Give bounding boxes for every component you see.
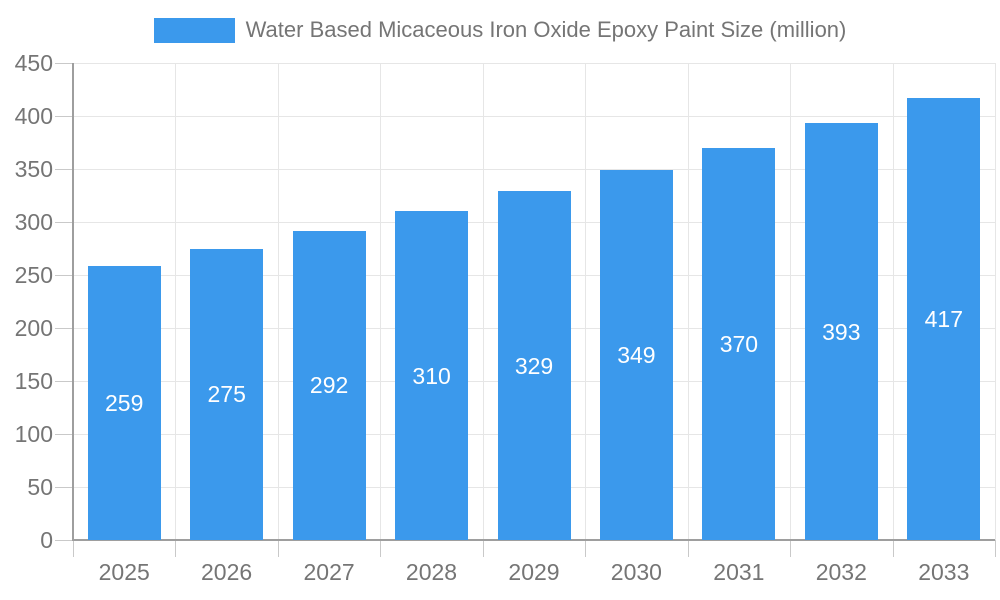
x-axis-tick [73,540,74,557]
x-gridline [278,63,279,540]
x-axis-tick [995,540,996,557]
y-axis-tick-label: 400 [14,103,53,129]
y-axis-tick-label: 0 [40,527,53,553]
bar-value-label: 310 [412,362,451,389]
x-gridline [380,63,381,540]
bar-value-label: 329 [514,352,554,379]
bar-2027[interactable] [292,230,366,540]
x-axis-tick [585,540,586,557]
bar-2032[interactable] [804,123,878,540]
y-axis-tick-label: 350 [14,156,53,182]
x-axis-tick [175,540,176,557]
bar-2026[interactable] [190,248,264,540]
x-axis-line [72,539,995,541]
x-axis-tick-label: 2026 [201,559,253,585]
y-axis-tick-label: 250 [14,262,53,288]
bar-2030[interactable] [599,170,673,540]
y-axis-tick [55,434,73,435]
bar-2029[interactable] [497,191,571,540]
y-axis-tick [55,328,73,329]
bar-2033[interactable] [907,98,981,540]
bar-2025[interactable] [87,265,161,540]
y-axis-tick [55,116,73,117]
bar-value-label: 292 [309,372,349,399]
x-gridline [893,63,894,540]
y-axis-tick-label: 300 [14,209,53,235]
x-axis-tick [380,540,381,557]
x-axis-tick-label: 2025 [98,559,150,585]
x-axis-tick-label: 2027 [303,559,355,585]
y-axis-tick-label: 50 [27,474,53,500]
y-axis-tick [55,540,73,541]
legend-item[interactable]: Water Based Micaceous Iron Oxide Epoxy P… [0,16,1000,44]
x-axis-tick [688,540,689,557]
y-axis-tick-label: 100 [14,421,53,447]
x-gridline [995,63,996,540]
x-axis-tick-label: 2030 [610,559,662,585]
y-axis-line [72,63,74,540]
y-axis-tick-label: 150 [14,368,53,394]
x-axis-tick [483,540,484,557]
x-gridline [688,63,689,540]
y-axis-tick [55,63,73,64]
legend-swatch [153,17,235,43]
y-axis-tick [55,381,73,382]
bar-2028[interactable] [395,211,469,540]
y-gridline [73,169,995,170]
y-axis-tick [55,487,73,488]
y-axis-tick-label: 450 [14,50,53,76]
y-axis-tick [55,169,73,170]
y-gridline [73,63,995,64]
x-axis-tick [790,540,791,557]
x-axis-tick-label: 2032 [815,559,867,585]
bar-value-label: 349 [617,342,656,368]
bar-value-label: 417 [924,306,963,332]
y-gridline [73,116,995,117]
x-axis-tick-label: 2029 [508,559,560,585]
bar-2031[interactable] [702,147,776,540]
x-gridline [585,63,586,540]
y-axis-tick [55,222,73,223]
x-axis-tick-label: 2033 [918,559,970,585]
bar-value-label: 275 [207,381,246,408]
bar-value-label: 393 [822,318,861,345]
bar-value-label: 370 [719,330,759,357]
bar-value-label: 259 [105,389,144,416]
y-axis-tick-label: 200 [14,315,53,341]
x-axis-tick [893,540,894,557]
x-axis-tick [278,540,279,557]
x-gridline [790,63,791,540]
x-axis-tick-label: 2031 [713,559,765,585]
x-axis-tick-label: 2028 [405,559,458,585]
x-gridline [483,63,484,540]
x-gridline [175,63,176,540]
legend-label: Water Based Micaceous Iron Oxide Epoxy P… [245,17,847,42]
y-axis-tick [55,275,73,276]
